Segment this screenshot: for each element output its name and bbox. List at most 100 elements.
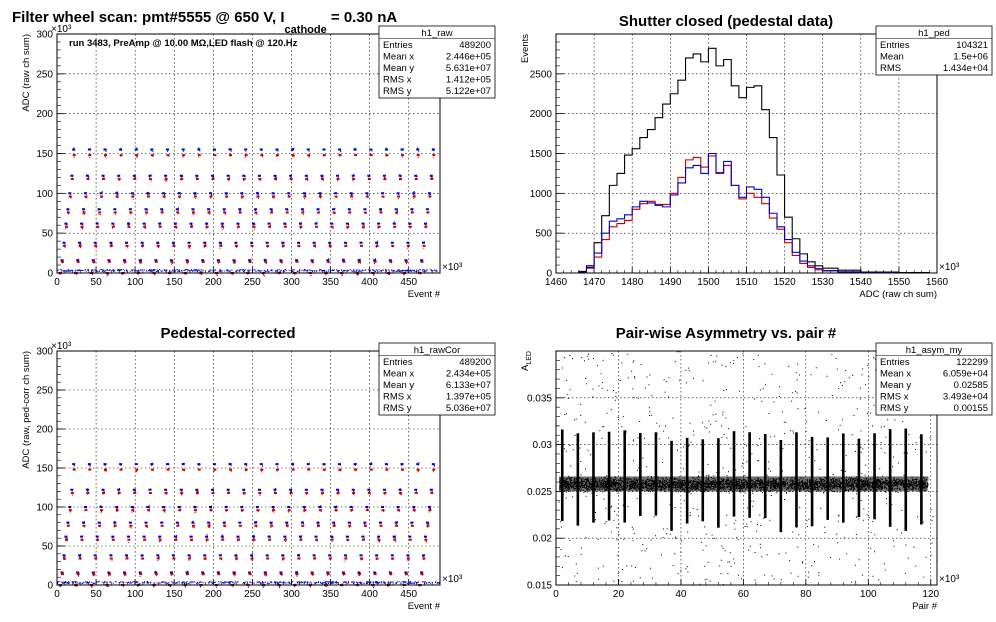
- y-tick-label: 0.015: [527, 581, 552, 592]
- y-tick-label: 0.025: [527, 487, 552, 498]
- x-exponent: ×10³: [939, 262, 960, 273]
- pad-h1_ped: 1460 1470 1480 1490 1500 1510 1520 1530 1540 1550…: [520, 13, 993, 300]
- x-tick-label: 300: [283, 589, 300, 600]
- x-axis-title: ADC (raw ch sum): [859, 289, 937, 300]
- stats-value: 489200: [459, 40, 491, 51]
- stats-label: Entries: [880, 40, 910, 51]
- spike: [576, 433, 580, 526]
- pad-title: Shutter closed (pedestal data): [619, 13, 833, 30]
- x-tick-label: 450: [400, 589, 417, 600]
- series-line-0: [556, 47, 937, 274]
- x-tick-label: 50: [91, 277, 103, 288]
- stats-value: 122299: [956, 357, 988, 368]
- stats-box-name: h1_raw: [421, 28, 452, 39]
- ticks: 0 20 40 60 80 100 120 0.015 0.02 0.025 0.03 0.035: [527, 350, 940, 600]
- pad-title-rest: = 0.30 nA: [327, 9, 398, 26]
- grid: [556, 34, 937, 273]
- stats-label: Mean x: [383, 369, 414, 380]
- pad-h1_rawCor: 0 50 100 150 200 250 300 350 400 450 0 50 100 150 200 2…: [21, 325, 496, 612]
- y-axis-title-main: A: [520, 364, 531, 371]
- spike: [607, 431, 611, 521]
- stats-label: RMS: [880, 63, 901, 74]
- y-tick-label: 150: [36, 464, 53, 475]
- x-tick-label: 1520: [773, 277, 796, 288]
- x-tick-label: 300: [283, 277, 300, 288]
- stats-box-frame: [875, 342, 993, 416]
- stats-box-name: h1_rawCor: [414, 345, 460, 356]
- spike: [842, 433, 845, 523]
- stats-value: 5.036e+07: [446, 403, 491, 414]
- y-axis-title: ADC (raw ch sum): [21, 34, 32, 112]
- spike: [670, 440, 673, 531]
- x-tick-label: 150: [166, 589, 183, 600]
- y-tick-label: 2500: [530, 69, 553, 80]
- stats-label: RMS y: [880, 403, 909, 414]
- spike: [857, 438, 861, 518]
- stats-value: 0.00155: [954, 403, 988, 414]
- x-axis-title: Event #: [408, 601, 441, 612]
- stats-box-frame: [875, 25, 993, 76]
- stats-label: RMS x: [383, 75, 412, 86]
- ticks: 0 50 100 150 200 250 300 350 400 450 0 50 100 150 200 2…: [36, 30, 441, 288]
- y-tick-label: 0: [546, 269, 552, 280]
- x-tick-label: 60: [738, 589, 750, 600]
- stats-value: 6.133e+07: [446, 380, 491, 391]
- series-line-2: [556, 152, 907, 274]
- x-tick-label: 200: [205, 589, 222, 600]
- spike: [701, 439, 705, 522]
- pad-title: Pedestal-corrected: [160, 325, 295, 342]
- stats-value: 3.493e+04: [943, 392, 988, 403]
- x-tick-label: 0: [54, 277, 60, 288]
- grid: [57, 351, 440, 585]
- x-tick-label: 1510: [735, 277, 758, 288]
- stats-label: RMS x: [383, 392, 412, 403]
- pad-title: Filter wheel scan: pmt#5555 @ 650 V, Ica…: [12, 9, 397, 36]
- x-tick-label: 0: [553, 589, 559, 600]
- y-tick-label: 250: [36, 69, 53, 80]
- data-layer: [57, 147, 438, 277]
- x-axis-title: Pair #: [912, 601, 938, 612]
- stats-box-name: h1_ped: [918, 28, 950, 39]
- x-tick-label: 1480: [621, 277, 644, 288]
- y-tick-label: 300: [36, 347, 53, 358]
- x-tick-label: 400: [361, 589, 378, 600]
- x-tick-label: 120: [922, 589, 939, 600]
- spike: [560, 429, 564, 522]
- data-layer: [557, 351, 938, 586]
- spike: [763, 434, 767, 519]
- x-tick-label: 80: [800, 589, 812, 600]
- stats-label: Mean x: [383, 52, 414, 63]
- stats-box: h1_raw Entries 489200 Mean x 2.446e+05 Mean y…: [378, 25, 496, 99]
- x-tick-label: 250: [244, 589, 261, 600]
- stats-value: 489200: [459, 357, 491, 368]
- spike: [779, 439, 783, 533]
- x-tick-label: 1560: [926, 277, 949, 288]
- y-tick-label: 2000: [530, 109, 553, 120]
- spike: [717, 438, 720, 528]
- y-tick-label: 200: [36, 425, 53, 436]
- stats-label: Mean: [880, 52, 904, 63]
- y-tick-label: 1500: [530, 149, 553, 160]
- stats-value: 1.5e+06: [953, 52, 988, 63]
- spike: [748, 432, 751, 518]
- x-tick-label: 100: [860, 589, 877, 600]
- x-tick-label: 1550: [888, 277, 911, 288]
- x-exponent: ×10³: [442, 574, 463, 585]
- y-tick-label: 50: [42, 229, 54, 240]
- spike: [795, 432, 798, 528]
- x-tick-label: 150: [166, 277, 183, 288]
- baseline-points: [57, 581, 440, 584]
- ticks: 1460 1470 1480 1490 1500 1510 1520 1530 1540 1550…: [530, 33, 949, 288]
- stats-label: RMS y: [383, 86, 412, 97]
- x-exponent: ×10³: [939, 574, 960, 585]
- stats-box-frame: [378, 25, 496, 99]
- y-tick-label: 500: [535, 229, 552, 240]
- stats-label: Mean x: [880, 369, 911, 380]
- pad-title-main: Filter wheel scan: pmt#5555 @ 650 V, I: [12, 9, 285, 26]
- y-tick-label: 0: [47, 269, 53, 280]
- y-tick-label: 0.03: [533, 440, 553, 451]
- spike: [904, 428, 908, 531]
